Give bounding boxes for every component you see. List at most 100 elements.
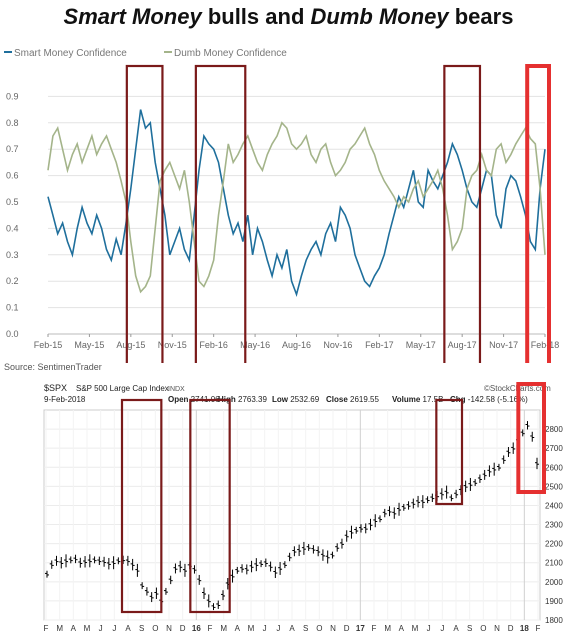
confidence-chart: Smart Money Confidence Dumb Money Confide… [4,48,560,363]
x-tick-label: May-15 [74,340,104,350]
x-tick-label: 16 [192,624,201,633]
x-tick-label: S [139,624,144,633]
title-text-2: bears [448,4,514,29]
highlight-box [443,64,482,363]
legend-label: Smart Money Confidence [14,48,127,59]
y-tick-label: 0.0 [6,329,19,339]
highlight-box [189,398,231,614]
stat-label: Open [168,395,191,404]
x-tick-label: May-16 [240,340,270,350]
x-tick-label: May-17 [406,340,436,350]
y-tick-label: 2600 [545,463,563,472]
y-tick-label: 2800 [545,425,563,434]
dumb-money-line [47,121,546,294]
y-tick-label: 2700 [545,444,563,453]
y-tick-label: 1800 [545,616,563,625]
spx-chart: $SPX S&P 500 Large Cap Index INDX ©StockCha… [43,382,563,633]
spx-volume-stat: Volume 17.5B [392,395,443,404]
x-tick-label: J [427,624,431,633]
x-tick-label: 18 [520,624,529,633]
title-smart-money: Smart Money [63,4,202,29]
title-text-1: bulls and [201,4,311,29]
stat-label: Close [326,395,350,404]
x-tick-label: Feb-15 [34,340,63,350]
x-tick-label: Nov-15 [158,340,187,350]
y-tick-label: 2300 [545,521,563,530]
y-tick-label: 0.9 [6,91,19,101]
x-tick-label: M [384,624,391,633]
x-tick-label: F [372,624,377,633]
highlight-box [435,398,464,506]
y-tick-label: 2400 [545,501,563,510]
y-tick-label: 0.1 [6,303,19,313]
x-tick-label: Aug-16 [282,340,311,350]
x-tick-label: Feb-17 [365,340,394,350]
x-tick-label: J [276,624,280,633]
x-tick-label: J [112,624,116,633]
stat-value: -142.58 (-5.16%) [468,395,528,404]
x-tick-label: Nov-17 [489,340,518,350]
legend-label: Dumb Money Confidence [174,48,287,59]
y-tick-label: 0.2 [6,276,19,286]
x-tick-label: J [440,624,444,633]
title-dumb-money: Dumb Money [310,4,449,29]
spx-symbol: $SPX [44,383,67,393]
x-tick-label: F [536,624,541,633]
y-tick-label: 0.3 [6,250,19,260]
x-tick-label: A [289,624,295,633]
x-tick-label: M [84,624,91,633]
x-tick-label: S [467,624,472,633]
x-tick-label: M [56,624,63,633]
y-tick-label: 0.5 [6,197,19,207]
spx-exchange: INDX [168,386,185,393]
x-tick-label: N [494,624,500,633]
x-tick-label: M [248,624,255,633]
stat-value: 2619.55 [350,395,379,404]
y-tick-label: 0.6 [6,171,19,181]
x-tick-label: F [208,624,213,633]
x-tick-label: O [152,624,158,633]
y-tick-label: 0.8 [6,118,19,128]
x-tick-label: M [412,624,419,633]
highlight-box [125,64,164,363]
stat-value: 17.5B [423,395,444,404]
x-tick-label: O [480,624,486,633]
x-tick-label: Feb-16 [199,340,228,350]
x-tick-label: J [99,624,103,633]
x-tick-label: 17 [356,624,365,633]
highlight-box [120,398,163,614]
x-tick-label: Nov-16 [323,340,352,350]
source-note: Source: SentimenTrader [4,362,102,372]
y-tick-label: 2000 [545,578,563,587]
x-tick-label: F [44,624,49,633]
x-tick-label: Aug-17 [448,340,477,350]
highlight-box [194,64,247,363]
x-tick-label: J [263,624,267,633]
y-tick-label: 2200 [545,540,563,549]
smart-money-line [47,109,546,298]
x-tick-label: Aug-15 [116,340,145,350]
highlight-box [525,64,552,363]
chart-title: Smart Money bulls and Dumb Money bears [0,4,577,30]
x-tick-label: M [220,624,227,633]
stat-label: Volume [392,395,423,404]
x-tick-label: D [508,624,514,633]
x-tick-label: D [344,624,350,633]
x-tick-label: A [453,624,459,633]
spx-low-stat: Low 2532.69 [272,395,320,404]
y-tick-label: 0.7 [6,144,19,154]
y-tick-label: 2100 [545,559,563,568]
x-tick-label: A [235,624,241,633]
spx-close-stat: Close 2619.55 [326,395,379,404]
x-tick-label: N [330,624,336,633]
stat-value: 2763.39 [238,395,267,404]
x-tick-label: S [303,624,308,633]
stat-label: Low [272,395,290,404]
spx-name: S&P 500 Large Cap Index [76,384,169,393]
spx-date: 9-Feb-2018 [44,395,86,404]
x-tick-label: N [166,624,172,633]
y-tick-label: 2500 [545,482,563,491]
stat-value: 2532.69 [290,395,319,404]
y-tick-label: 1900 [545,597,563,606]
x-tick-label: Feb-18 [531,340,560,350]
